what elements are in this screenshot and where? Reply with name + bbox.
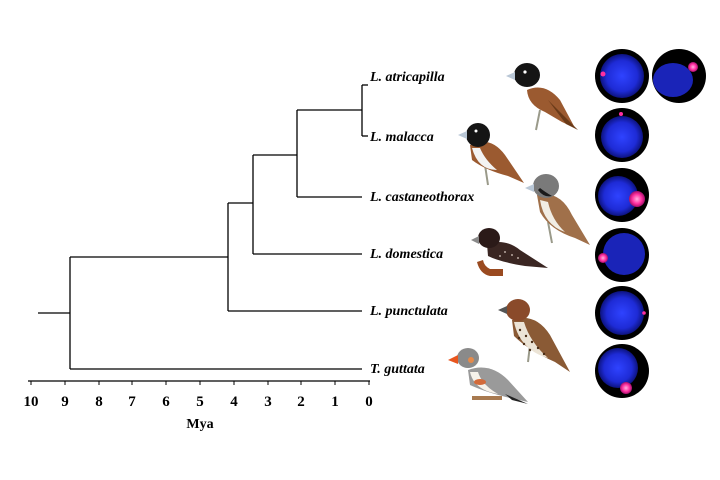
tip-labels: L. atricapilla L. malacca L. castaneotho…: [369, 70, 474, 377]
taxon-label: L. domestica: [369, 247, 443, 262]
tick-label: 3: [264, 394, 272, 410]
taxon-label: L. castaneothorax: [369, 190, 474, 205]
cell-castaneothorax: [595, 168, 649, 222]
tick-label: 8: [95, 394, 103, 410]
cell-atricapilla-2: [652, 49, 706, 103]
bird-guttata-image: [448, 348, 528, 404]
cell-malacca: [595, 108, 649, 162]
bird-castaneothorax-image: [525, 174, 590, 245]
tick-label: 7: [128, 394, 136, 410]
bird-malacca-image: [458, 123, 524, 186]
tick-label: 6: [162, 394, 170, 410]
taxon-label: L. atricapilla: [369, 70, 445, 85]
tick-label: 5: [196, 394, 204, 410]
cell-guttata: [595, 344, 649, 398]
time-axis: 10 9 8 7 6 5 4 3 2 1 0 Mya: [24, 380, 373, 432]
bird-domestica-image: [471, 228, 548, 276]
tick-label: 4: [230, 394, 238, 410]
axis-title: Mya: [186, 417, 213, 432]
taxon-label: T. guttata: [370, 362, 425, 377]
bird-punctulata-image: [498, 299, 570, 372]
tick-label: 2: [297, 394, 305, 410]
cell-domestica: [595, 228, 649, 282]
tick-label: 9: [61, 394, 69, 410]
cell-punctulata: [595, 286, 649, 340]
micrograph-cells: [595, 49, 706, 398]
taxon-label: L. punctulata: [369, 304, 448, 319]
tick-label: 1: [331, 394, 339, 410]
tree-branches: [38, 84, 368, 370]
tick-label: 0: [365, 394, 373, 410]
cell-atricapilla-1: [595, 49, 649, 103]
bird-illustrations: [448, 63, 590, 404]
taxon-label: L. malacca: [369, 130, 434, 145]
bird-atricapilla-image: [506, 63, 578, 131]
tick-label: 10: [24, 394, 39, 410]
